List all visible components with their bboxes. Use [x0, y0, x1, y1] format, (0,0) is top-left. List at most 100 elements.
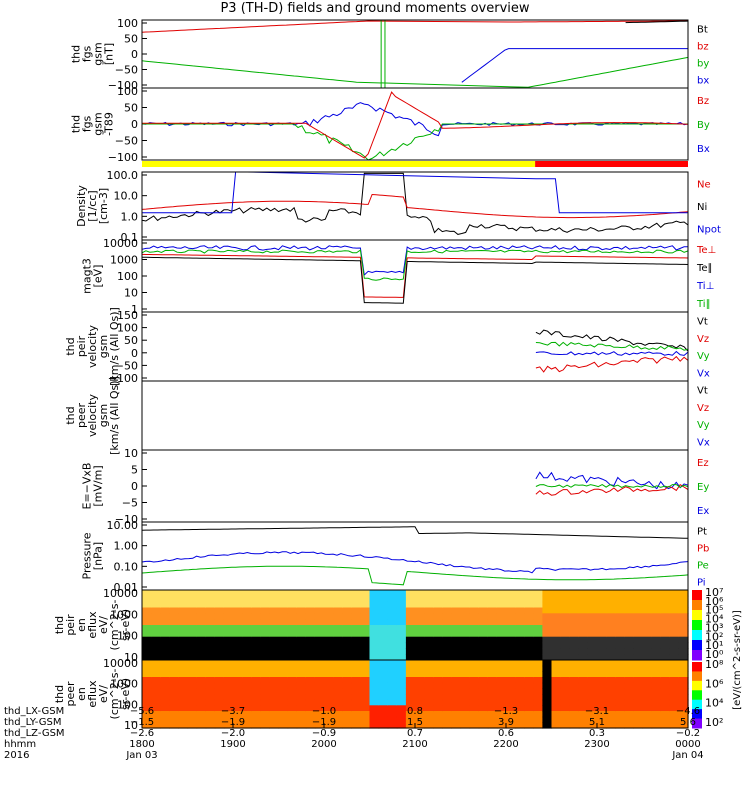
legend-efield-0: Ez	[697, 458, 709, 469]
spec-cell	[551, 619, 562, 626]
spec-cell	[278, 705, 289, 712]
spec-cell	[369, 648, 380, 655]
spec-cell	[487, 722, 498, 729]
spec-cell	[533, 688, 543, 695]
spec-cell	[369, 722, 380, 729]
spec-cell	[314, 705, 325, 712]
spec-cell	[451, 711, 462, 718]
spec-cell	[624, 682, 634, 689]
spec-cell	[542, 677, 553, 684]
spec-cell	[269, 711, 280, 718]
spec-cell	[678, 654, 689, 661]
spec-cell	[223, 619, 234, 626]
spec-cell	[196, 705, 207, 712]
spec-cell	[305, 642, 316, 649]
spec-cell	[433, 642, 443, 649]
spec-cell	[160, 625, 170, 632]
spec-cell	[287, 648, 298, 655]
spec-cell	[506, 660, 516, 667]
spec-cell	[478, 699, 489, 706]
spec-cell	[187, 660, 198, 667]
spec-cell	[424, 671, 434, 678]
spec-cell	[251, 722, 261, 729]
spec-cell	[333, 630, 343, 638]
colorbar-segment	[692, 718, 702, 729]
trace-Te-perp	[141, 253, 689, 298]
spec-cell	[396, 636, 407, 644]
spec-cell	[242, 625, 252, 632]
spec-cell	[160, 722, 170, 729]
spec-cell	[324, 722, 334, 729]
spec-cell	[515, 660, 525, 667]
ephemeris-value: 5.6	[680, 717, 696, 728]
spec-cell	[542, 630, 553, 638]
spec-cell	[405, 677, 416, 684]
colorbar-tick: 10⁴	[705, 697, 724, 710]
spec-cell	[469, 625, 480, 632]
spec-cell	[287, 677, 298, 684]
spec-cell	[478, 716, 489, 723]
spec-cell	[333, 619, 343, 626]
spec-cell	[314, 688, 325, 695]
spec-cell	[460, 613, 471, 620]
spec-cell	[597, 636, 607, 644]
ytick-efield: −10	[115, 513, 138, 526]
legend-ve-3: Vx	[697, 437, 710, 448]
spec-cell	[660, 642, 671, 649]
spec-cell	[214, 705, 225, 712]
spec-cell	[515, 630, 525, 638]
spec-cell	[506, 607, 516, 614]
ephemeris-value: −2.0	[220, 728, 246, 739]
spec-cell	[669, 601, 680, 609]
spec-cell	[442, 601, 452, 609]
spec-cell	[205, 654, 216, 661]
spec-cell	[260, 688, 270, 695]
spec-cell	[242, 636, 252, 644]
spec-cell	[305, 677, 316, 684]
spec-cell	[515, 590, 525, 597]
spec-cell	[205, 716, 216, 723]
spec-cell	[287, 630, 298, 638]
spec-cell	[642, 660, 653, 667]
colorbar-segment	[692, 650, 702, 661]
spec-cell	[178, 625, 189, 632]
legend-temp-2: Ti⊥	[696, 281, 714, 292]
spec-cell	[624, 660, 634, 667]
spec-cell	[515, 711, 525, 718]
spec-cell	[151, 682, 161, 689]
spec-cell	[542, 682, 553, 689]
spec-cell	[642, 607, 653, 614]
spec-cell	[615, 619, 625, 626]
trace-by	[141, 56, 689, 88]
spec-cell	[487, 671, 498, 678]
spec-cell	[187, 595, 198, 603]
spec-cell	[642, 619, 653, 626]
spec-cell	[287, 636, 298, 644]
trace-Vz	[535, 355, 689, 373]
spec-cell	[187, 671, 198, 678]
spec-cell	[151, 705, 161, 712]
spec-cell	[260, 694, 270, 701]
spec-cell	[487, 613, 498, 620]
spec-cell	[151, 699, 161, 706]
spec-cell	[615, 642, 625, 649]
spec-cell	[396, 654, 407, 661]
spec-cell	[387, 595, 398, 603]
spec-cell	[587, 654, 598, 661]
legend-temp-0: Te⊥	[696, 245, 716, 256]
spec-cell	[169, 682, 179, 689]
spec-cell	[142, 625, 152, 632]
spec-cell	[278, 660, 289, 667]
spec-cell	[369, 711, 380, 718]
spec-cell	[433, 705, 443, 712]
spec-cell	[396, 671, 407, 678]
spec-cell	[478, 648, 489, 655]
spec-cell	[533, 705, 543, 712]
spec-cell	[305, 716, 316, 723]
spec-cell	[633, 705, 644, 712]
trace-Ey	[535, 484, 689, 488]
spec-cell	[669, 716, 680, 723]
spec-cell	[405, 688, 416, 695]
spec-cell	[542, 590, 553, 597]
spec-cell	[142, 705, 152, 712]
